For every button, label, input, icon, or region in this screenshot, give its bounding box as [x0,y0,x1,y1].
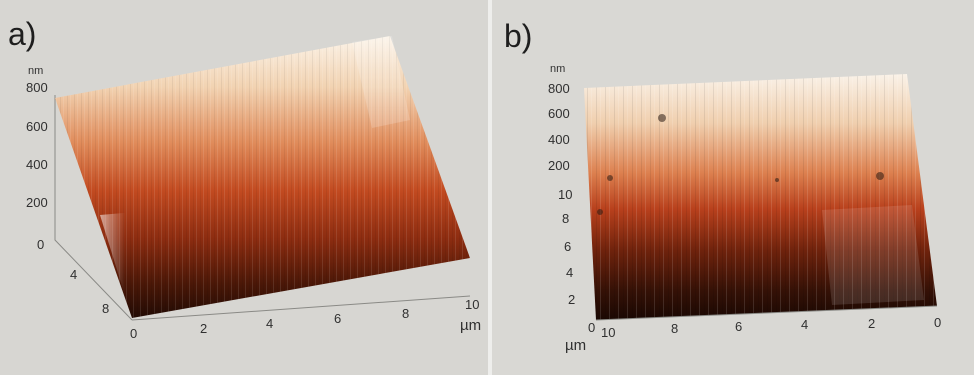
afm-panel-b: b) nm 800 600 400 200 10 8 6 4 2 0 10 8 … [492,0,974,375]
y-tick: 0 [37,237,45,252]
x-tick: 6 [334,311,342,326]
z-tick: 600 [548,106,570,121]
x-axis-unit: µm [565,337,587,354]
panel-label: b) [504,18,533,54]
x-tick: 6 [735,319,743,334]
x-tick: 0 [934,315,942,330]
y-tick: 8 [562,211,570,226]
afm-surface-b [584,74,938,321]
origin-tick: 0 [588,320,596,335]
afm-panel-a: a) nm 800 600 400 200 0 4 8 0 2 4 6 8 10… [8,16,482,341]
y-tick: 6 [564,239,572,254]
z-tick: 800 [548,81,570,96]
y-tick: 4 [566,265,574,280]
panel-label: a) [8,16,37,52]
z-tick: 600 [26,119,48,134]
x-tick: 0 [130,326,138,341]
z-axis-unit: nm [28,65,44,77]
x-tick: 10 [465,297,480,312]
z-axis-unit: nm [550,63,566,75]
x-axis-unit: µm [460,317,482,334]
y-tick: 4 [70,267,78,282]
y-tick: 10 [558,187,573,202]
x-tick: 4 [266,316,274,331]
z-tick: 200 [26,195,48,210]
x-tick: 4 [801,317,809,332]
z-tick: 400 [548,132,570,147]
x-tick: 2 [200,321,208,336]
panel-divider [488,0,492,375]
x-tick: 2 [868,316,876,331]
y-tick: 8 [102,301,110,316]
z-tick: 400 [26,157,48,172]
z-tick: 800 [26,80,48,95]
z-tick: 200 [548,158,570,173]
x-tick: 8 [671,321,679,336]
y-tick: 2 [568,292,576,307]
axis-frame [54,95,133,321]
x-tick: 8 [402,306,410,321]
x-tick: 10 [601,325,616,340]
afm-surface-a [54,36,471,321]
